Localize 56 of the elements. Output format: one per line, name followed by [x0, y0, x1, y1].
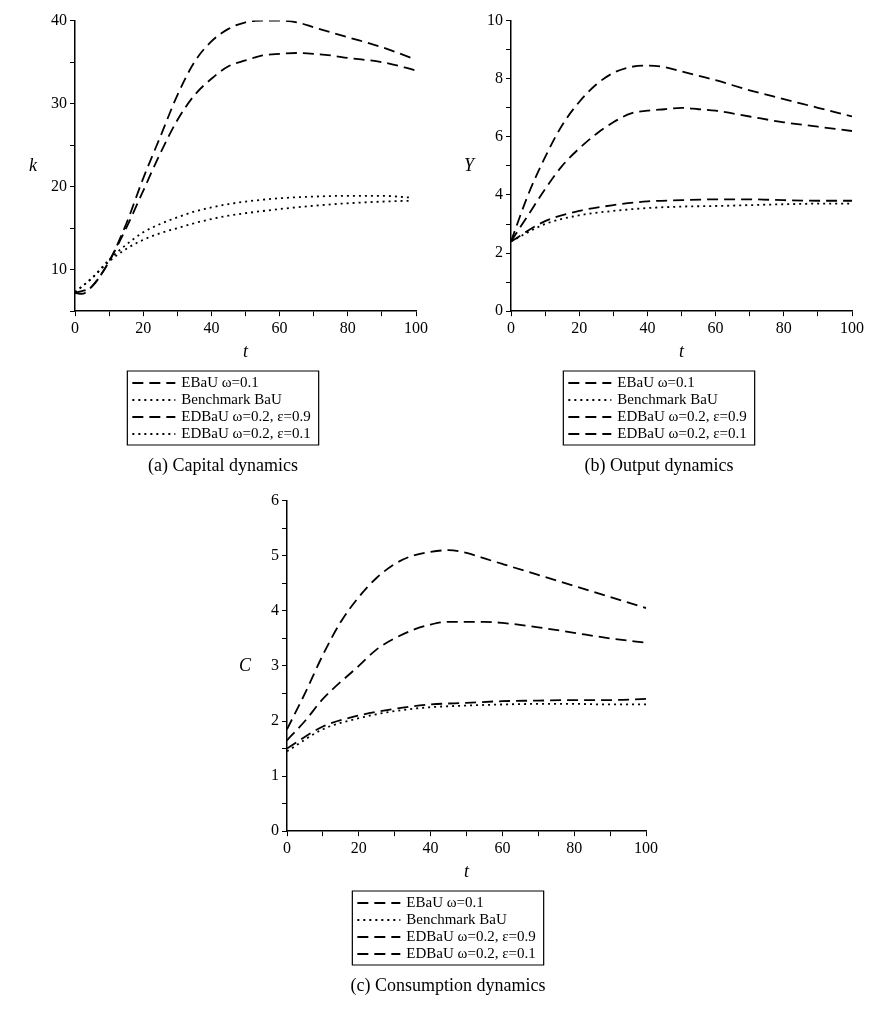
y-axis-title: C: [238, 654, 252, 675]
x-axis-title: t: [678, 340, 685, 361]
text: (a) Capital dynamics: [148, 454, 298, 476]
x-tick-label: 20: [135, 319, 152, 336]
x-axis-title: t: [242, 340, 249, 361]
y-tick-label: 2: [495, 243, 503, 261]
y-tick-label: 6: [495, 127, 503, 145]
y-axis-title: k: [29, 154, 38, 175]
legend-label: Benchmark BaU: [617, 390, 718, 407]
x-tick-label: 20: [571, 319, 588, 336]
legend-label: EBaU ω=0.1: [617, 373, 695, 390]
legend-label: Benchmark BaU: [181, 390, 282, 407]
legend-label: Benchmark BaU: [406, 910, 507, 927]
text: (b) Output dynamics: [584, 454, 734, 476]
x-tick-label: 80: [339, 319, 356, 336]
y-tick-label: 1: [271, 766, 279, 784]
legend-label: EDBaU ω=0.2, ε=0.1: [406, 944, 536, 961]
y-tick-label: 0: [495, 301, 503, 319]
text: (c) Consumption dynamics: [350, 974, 546, 996]
x-tick-label: 0: [283, 839, 291, 856]
x-tick-label: 0: [71, 319, 79, 336]
x-tick-label: 40: [422, 839, 439, 856]
x-tick-label: 80: [566, 839, 583, 856]
legend-label: EDBaU ω=0.2, ε=0.9: [406, 927, 536, 944]
x-tick-label: 40: [203, 319, 220, 336]
x-tick-label: 60: [494, 839, 511, 856]
legend-label: EDBaU ω=0.2, ε=0.9: [617, 407, 747, 424]
y-tick-label: 10: [487, 10, 503, 28]
legend-label: EBaU ω=0.1: [181, 373, 259, 390]
legend-label: EDBaU ω=0.2, ε=0.1: [617, 424, 747, 441]
legend-label: EDBaU ω=0.2, ε=0.9: [181, 407, 311, 424]
y-tick-label: 10: [51, 259, 67, 277]
x-tick-label: 20: [350, 839, 367, 856]
x-tick-label: 0: [507, 319, 515, 336]
y-tick-label: 4: [271, 601, 279, 618]
y-tick-label: 0: [271, 821, 279, 839]
x-tick-label: 60: [707, 319, 724, 336]
x-axis-title: t: [463, 860, 470, 881]
y-tick-label: 6: [271, 490, 279, 508]
y-tick-label: 30: [51, 93, 67, 111]
y-tick-label: 8: [495, 68, 503, 86]
x-tick-label: 60: [271, 319, 288, 336]
x-tick-label: 100: [404, 319, 428, 336]
y-tick-label: 40: [51, 10, 67, 28]
x-tick-label: 40: [639, 319, 656, 336]
y-tick-label: 3: [271, 656, 279, 674]
y-tick-label: 5: [271, 545, 279, 563]
y-tick-label: 20: [51, 176, 67, 194]
legend-label: EBaU ω=0.1: [406, 893, 484, 910]
y-tick-label: 2: [271, 711, 279, 729]
x-tick-label: 100: [840, 319, 864, 336]
y-axis-title: Y: [463, 154, 476, 175]
x-tick-label: 80: [775, 319, 792, 336]
x-tick-label: 100: [634, 839, 658, 856]
legend-label: EDBaU ω=0.2, ε=0.1: [181, 424, 311, 441]
y-tick-label: 4: [495, 185, 503, 203]
